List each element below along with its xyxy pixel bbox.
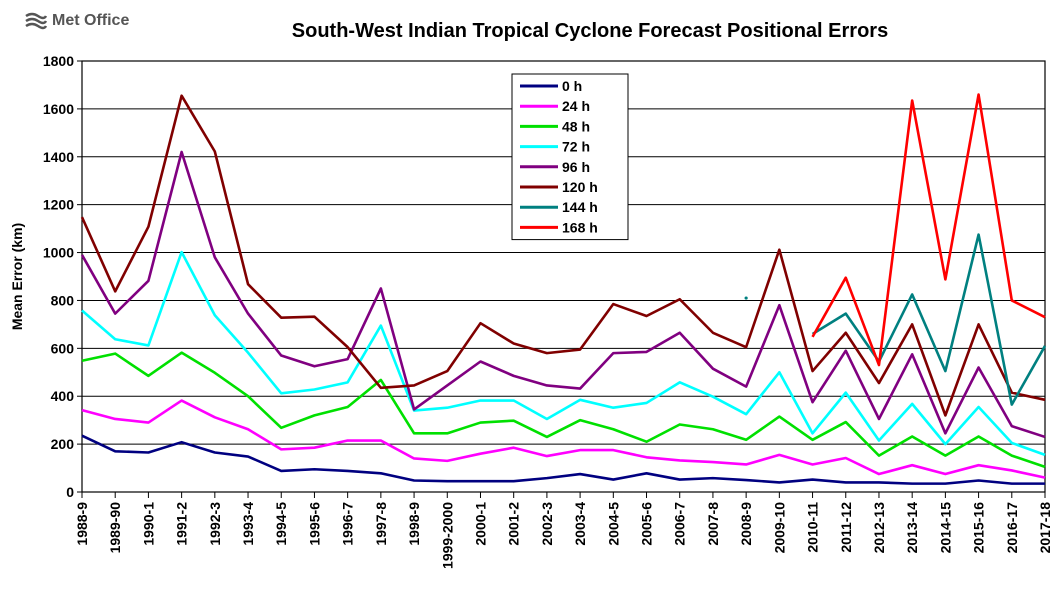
legend-label: 96 h xyxy=(562,159,590,175)
x-tick-label: 1998-9 xyxy=(406,502,422,546)
x-tick-label: 2008-9 xyxy=(738,502,754,546)
x-tick-label: 2003-4 xyxy=(572,502,588,546)
y-axis-label: Mean Error (km) xyxy=(9,223,25,330)
y-tick-label: 0 xyxy=(66,484,74,500)
x-tick-label: 1994-5 xyxy=(273,502,289,546)
x-tick-label: 2006-7 xyxy=(672,502,688,546)
series-line-72-h xyxy=(81,250,1046,457)
y-tick-label: 1600 xyxy=(43,101,74,117)
x-tick-label: 1990-1 xyxy=(140,502,156,546)
x-tick-label: 2010-11 xyxy=(805,502,821,553)
y-tick-label: 1800 xyxy=(43,53,74,69)
x-tick-label: 1993-4 xyxy=(240,502,256,546)
series-line-96-h xyxy=(80,150,1046,439)
series-line-0-h xyxy=(81,434,1045,485)
series-line-120-h xyxy=(80,94,1046,417)
x-tick-label: 2014-15 xyxy=(937,502,953,554)
y-tick-label: 1000 xyxy=(43,245,74,261)
plot-area-border xyxy=(81,60,1046,493)
x-tick-label: 2012-13 xyxy=(871,502,887,554)
series-line-144-h xyxy=(811,233,1047,406)
met-office-logo: Met Office xyxy=(24,12,129,30)
met-office-logo-text: Met Office xyxy=(52,12,130,29)
legend-label: 0 h xyxy=(562,78,582,94)
series-line-48-h xyxy=(81,351,1046,469)
x-tick-label: 1992-3 xyxy=(207,502,223,546)
x-tick-label: 1997-8 xyxy=(373,502,389,546)
series-line-24-h xyxy=(81,399,1046,479)
met-office-logo-icon xyxy=(25,12,48,30)
x-tick-label: 1988-9 xyxy=(74,502,90,546)
legend-label: 168 h xyxy=(562,219,598,235)
x-tick-label: 2016-17 xyxy=(1004,502,1020,554)
x-tick-label: 1996-7 xyxy=(340,502,356,546)
y-tick-label: 600 xyxy=(51,340,75,356)
y-tick-label: 800 xyxy=(51,292,75,308)
x-tick-label: 2007-8 xyxy=(705,502,721,546)
x-tick-label: 2013-14 xyxy=(904,502,920,554)
series-point-144-h xyxy=(744,296,748,300)
legend-box xyxy=(511,73,629,241)
x-tick-label: 2005-6 xyxy=(639,502,655,546)
legend-label: 120 h xyxy=(562,179,598,195)
chart-title: South-West Indian Tropical Cyclone Forec… xyxy=(291,20,889,42)
x-tick-label: 2017-18 xyxy=(1037,502,1053,554)
x-tick-label: 1991-2 xyxy=(174,502,190,546)
x-tick-label: 2001-2 xyxy=(506,502,522,546)
y-tick-label: 1200 xyxy=(43,197,74,213)
x-tick-label: 2011-12 xyxy=(838,502,854,553)
y-tick-label: 200 xyxy=(51,436,75,452)
x-tick-label: 2015-16 xyxy=(971,502,987,554)
y-tick-label: 400 xyxy=(51,388,75,404)
series-line-168-h xyxy=(811,93,1046,367)
x-tick-label: 2002-3 xyxy=(539,502,555,546)
x-tick-label: 2009-10 xyxy=(771,502,787,554)
legend-label: 144 h xyxy=(562,199,598,215)
x-tick-label: 1989-90 xyxy=(107,502,123,554)
legend-label: 48 h xyxy=(562,118,590,134)
y-tick-label: 1400 xyxy=(43,149,74,165)
x-tick-label: 1999-2000 xyxy=(439,502,455,569)
legend-label: 72 h xyxy=(562,139,590,155)
x-tick-label: 2004-5 xyxy=(605,502,621,546)
x-tick-label: 1995-6 xyxy=(306,502,322,546)
legend-label: 24 h xyxy=(562,98,590,114)
x-tick-label: 2000-1 xyxy=(472,502,488,546)
